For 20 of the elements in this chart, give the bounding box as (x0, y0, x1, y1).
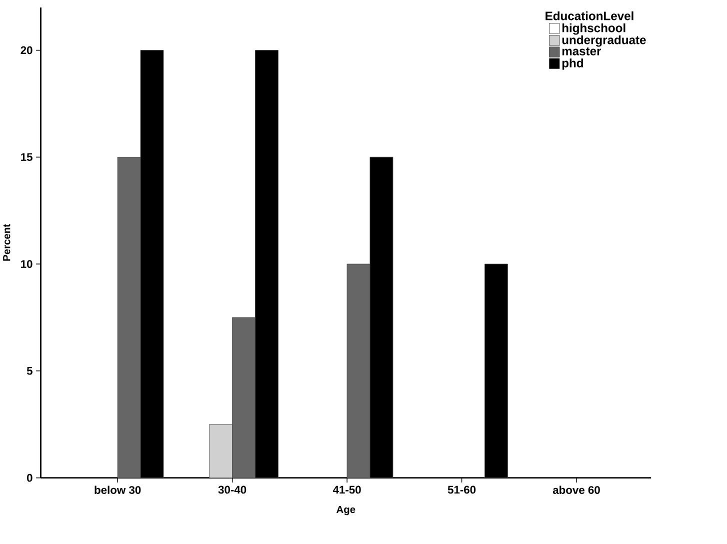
y-tick-label: 20 (20, 46, 32, 54)
y-tick-label: 15 (21, 153, 32, 161)
y-tick-label: 0 (27, 474, 32, 482)
x-axis-title: Age (336, 506, 356, 516)
legend-label: phd (562, 58, 583, 70)
y-tick-label: 10 (21, 260, 32, 268)
x-tick-label: above 60 (552, 486, 600, 494)
legend-label: highschool (562, 23, 626, 35)
x-tick-label: 51-60 (448, 486, 476, 494)
x-tick-label: 41-50 (332, 486, 361, 494)
legend-label: master (562, 47, 602, 56)
legend-title: EducationLevel (546, 11, 634, 20)
y-axis-title: Percent (3, 224, 10, 261)
bar (117, 156, 141, 478)
y-tick-label: 5 (26, 367, 32, 375)
x-tick-label: below 30 (94, 486, 141, 494)
bar (346, 264, 370, 478)
bar (232, 317, 256, 478)
x-tick-label: 30-40 (218, 486, 246, 494)
legend-label: undergraduate (562, 35, 646, 47)
